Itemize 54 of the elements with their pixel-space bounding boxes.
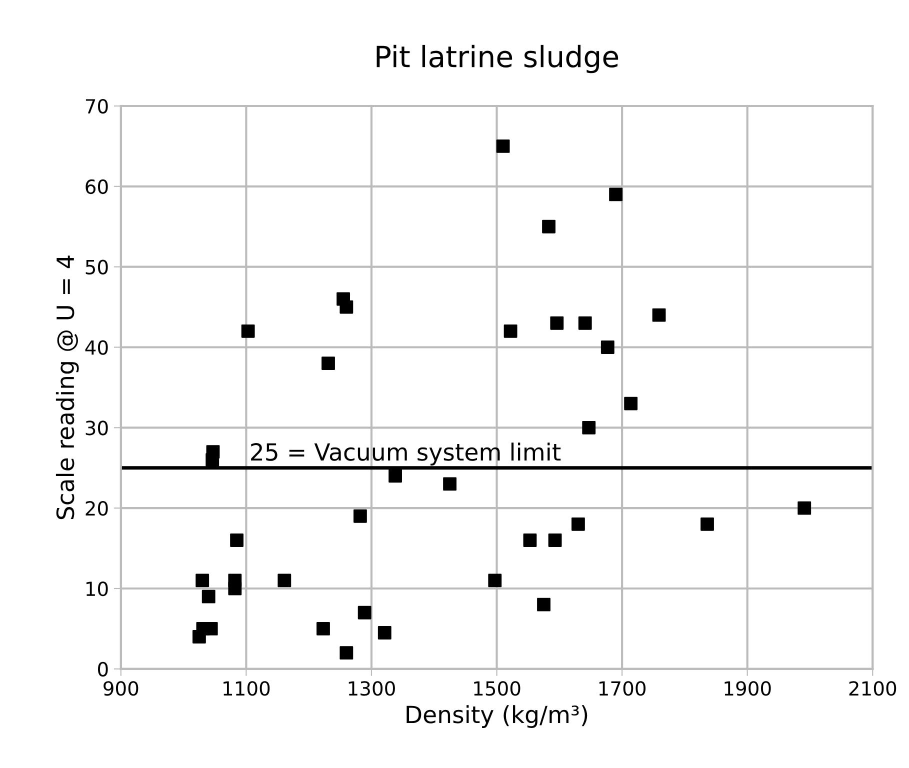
point — [192, 630, 206, 644]
point — [202, 590, 216, 604]
y-tick-label: 10 — [86, 581, 108, 596]
y-tick-label: 70 — [86, 98, 108, 114]
y-tick-label: 20 — [86, 501, 108, 516]
point — [537, 598, 550, 612]
point — [550, 316, 564, 330]
point — [542, 220, 556, 234]
y-tick-label: 0 — [98, 662, 108, 677]
chart-title: Pit latrine sludge — [376, 44, 618, 74]
point — [228, 582, 242, 596]
point — [504, 324, 518, 338]
x-tick-label: 1500 — [474, 681, 520, 696]
point — [798, 501, 812, 515]
point — [322, 356, 335, 370]
x-tick-label: 1900 — [724, 681, 771, 696]
point — [378, 626, 392, 640]
point — [353, 509, 367, 523]
point — [488, 574, 502, 588]
x-tick-label: 1700 — [599, 681, 646, 696]
x-tick-label: 900 — [104, 681, 138, 696]
point — [340, 646, 354, 660]
x-tick-label: 1100 — [224, 681, 270, 696]
point — [609, 188, 623, 202]
y-tick-label: 50 — [86, 260, 108, 274]
x-axis-title: Density (kg/m³) — [406, 705, 588, 728]
point — [241, 324, 255, 338]
point — [600, 340, 614, 354]
point — [230, 534, 244, 547]
point — [700, 517, 714, 531]
point — [582, 420, 596, 434]
x-tick-label: 1300 — [348, 681, 395, 696]
y-tick-label: 60 — [86, 179, 108, 194]
point — [572, 517, 585, 531]
ref-line-label: 25 = Vacuum system limit — [251, 442, 561, 466]
point — [624, 396, 638, 410]
y-tick-label: 30 — [86, 420, 108, 436]
point — [523, 534, 537, 547]
point — [340, 300, 354, 314]
x-tick-label: 2100 — [849, 681, 896, 696]
point — [358, 606, 372, 620]
point — [652, 308, 666, 322]
point — [206, 453, 220, 467]
point — [496, 139, 510, 153]
y-axis-title: Scale reading @ U = 4 — [56, 256, 79, 520]
point — [443, 477, 456, 491]
point — [278, 574, 292, 588]
point — [196, 574, 210, 588]
point — [548, 534, 562, 547]
y-tick-label: 40 — [85, 340, 108, 355]
point — [316, 622, 330, 636]
point — [388, 469, 402, 483]
point — [578, 316, 592, 330]
point — [204, 622, 218, 636]
